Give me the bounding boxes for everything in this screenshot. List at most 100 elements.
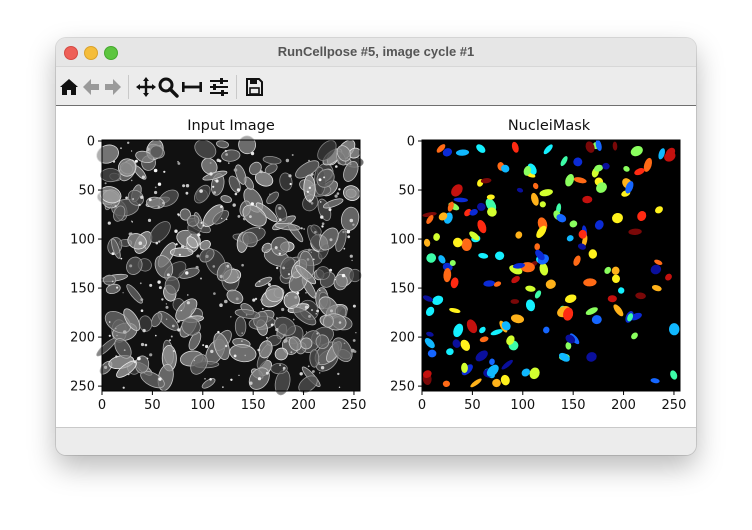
cell-granule (186, 301, 190, 305)
cell-granule (315, 313, 317, 315)
cell-granule (177, 289, 179, 291)
zoom-button[interactable] (157, 76, 179, 98)
cell-granule (187, 294, 189, 296)
cell-granule (195, 265, 199, 270)
cell-granule (257, 377, 262, 381)
cell-granule (181, 244, 185, 249)
customize-button[interactable] (208, 76, 230, 98)
cell-granule (317, 361, 320, 364)
x-tick-label: 100 (190, 398, 215, 413)
nucleus (612, 212, 623, 224)
nucleus (449, 307, 461, 314)
nucleus (525, 285, 536, 292)
cell-granule (209, 172, 213, 176)
cell (151, 312, 163, 328)
back-button[interactable] (80, 76, 102, 98)
cell (103, 274, 117, 286)
cell-granule (169, 339, 171, 342)
save-button[interactable] (243, 76, 265, 98)
cell-granule (158, 286, 162, 290)
nucleus (543, 144, 553, 155)
cell-granule (342, 230, 345, 234)
cell (317, 140, 337, 161)
cell-granule (245, 314, 248, 316)
y-tick-label: 0 (87, 135, 95, 150)
cell-granule (202, 344, 205, 347)
cell-granule (258, 227, 261, 230)
subplots-button[interactable] (181, 76, 203, 98)
nucleus (623, 166, 630, 172)
nucleus (438, 212, 448, 221)
cell-granule (303, 228, 305, 230)
magnifier-icon (158, 77, 179, 98)
cell-granule (305, 292, 307, 294)
nucleus (630, 312, 642, 321)
pan-button[interactable] (135, 76, 157, 98)
cell-granule (162, 201, 165, 205)
minimize-window-button[interactable] (84, 46, 98, 60)
cell-granule (234, 192, 238, 196)
cell-granule (209, 162, 212, 164)
cell-granule (214, 179, 216, 182)
x-tick-label: 150 (241, 398, 266, 413)
cell-granule (153, 168, 158, 173)
nucleus (426, 253, 437, 263)
cell-granule (282, 266, 286, 270)
cell-granule (266, 336, 268, 339)
cell (194, 139, 217, 159)
cell (261, 242, 272, 253)
cell-granule (257, 348, 261, 352)
cell (316, 266, 331, 280)
cell-granule (321, 225, 324, 228)
cell-granule (147, 218, 152, 222)
cell-granule (212, 185, 215, 188)
cell-granule (213, 292, 216, 295)
close-window-button[interactable] (64, 46, 78, 60)
cell-granule (115, 355, 118, 358)
cell (279, 172, 293, 191)
nucleus (539, 189, 553, 197)
nucleus (573, 255, 581, 266)
cell-granule (108, 284, 110, 287)
home-button[interactable] (58, 76, 80, 98)
cell-granule (144, 330, 146, 332)
x-tick-label: 150 (561, 398, 586, 413)
cell-granule (172, 349, 176, 353)
forward-button[interactable] (102, 76, 124, 98)
cell-granule (177, 160, 179, 163)
cell-granule (269, 193, 271, 196)
cell-granule (254, 297, 258, 301)
cell (295, 160, 320, 179)
y-tick-label: 250 (70, 380, 95, 395)
cell (149, 145, 164, 159)
nucleus (426, 331, 434, 337)
cell-granule (132, 198, 135, 200)
cell-granule (217, 330, 220, 334)
cell-granule (270, 323, 274, 327)
cell-granule (197, 233, 201, 237)
cell (310, 224, 322, 236)
x-tick-label: 100 (510, 398, 535, 413)
cell-granule (319, 201, 322, 203)
figure-canvas[interactable]: Input Image 0 50 100 150 200 250 0 50 100 150 200 2… (56, 105, 696, 428)
cell-granule (276, 317, 278, 319)
cell-granule (161, 298, 164, 301)
cell-granule (278, 252, 281, 255)
cell-granule (219, 303, 223, 307)
cell-granule (308, 315, 311, 318)
cell-granule (140, 342, 145, 347)
cell-granule (125, 196, 128, 200)
cell-granule (233, 354, 237, 358)
cell-granule (250, 202, 254, 206)
cell (118, 158, 137, 177)
nucleus (493, 281, 502, 287)
cell (216, 140, 229, 149)
nucleus (470, 378, 482, 388)
maximize-window-button[interactable] (104, 46, 118, 60)
cell (336, 145, 352, 162)
nucleus (536, 225, 547, 239)
cell-granule (316, 309, 319, 313)
cell-granule (351, 259, 353, 262)
cell-granule (122, 292, 124, 294)
